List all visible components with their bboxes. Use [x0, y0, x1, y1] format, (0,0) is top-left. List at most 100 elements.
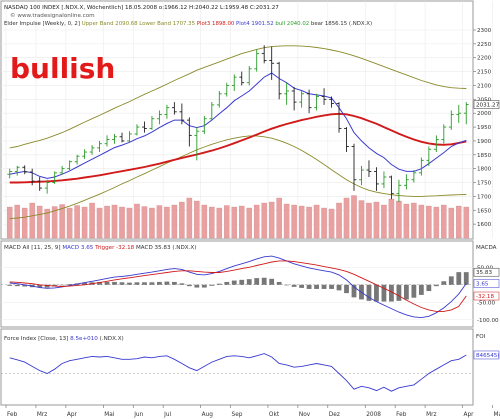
volume-bar — [426, 205, 432, 239]
macd-panel-title: MACD All [11, 25, 9] MACD 3.65 Trigger -… — [4, 245, 196, 251]
candle — [291, 86, 297, 111]
candle — [456, 104, 462, 123]
price-y-tick-label: 1800 — [477, 167, 492, 173]
x-axis: Feb Mrz Apr Mai Jun Jul Aug Sep Okt Nov Dez 2008 Feb… — [5, 405, 500, 418]
macd-histogram-bar — [336, 284, 342, 291]
macd-value-tag: 35.83 — [476, 270, 492, 276]
candle — [29, 168, 35, 186]
macd-histogram-bar — [97, 281, 102, 285]
candle — [418, 157, 424, 176]
macd-histogram-bar — [314, 284, 319, 289]
candle — [329, 96, 334, 108]
candle — [14, 165, 20, 176]
candle — [44, 179, 50, 194]
macd-histogram-bar — [433, 284, 439, 287]
candle — [22, 165, 28, 175]
price-y-tick-label: 1750 — [477, 181, 492, 187]
candle — [97, 140, 102, 153]
macd-histogram-bar — [441, 281, 447, 285]
candle — [246, 66, 252, 86]
price-y-tick-label: 1650 — [477, 208, 492, 214]
volume-bar — [388, 198, 395, 239]
volume-bar — [6, 206, 13, 239]
price-y-tick-label: 2250 — [477, 42, 492, 48]
macd-histogram-bar — [186, 284, 192, 287]
macd-histogram-bar — [418, 284, 424, 295]
macd-histogram-bar — [37, 284, 43, 288]
volume-bar — [366, 202, 372, 239]
volume-bar — [179, 201, 185, 239]
force-index-panel-label: FOI — [476, 334, 486, 340]
macd-histogram-bar — [306, 284, 312, 289]
candle — [389, 175, 394, 200]
volume-bar — [29, 202, 35, 239]
macd-histogram-bar — [321, 284, 327, 289]
subtitle-item: (.NDX.X) — [349, 21, 372, 27]
candle — [359, 165, 364, 186]
price-panel: 1600165017001750180018501900195020002050… — [0, 0, 500, 240]
x-tick-label: Sep — [232, 412, 243, 418]
force-index-panel: Force Index [Close, 13] 8.5e+010 (.NDX.X… — [0, 328, 500, 406]
x-tick-label: Apr — [464, 412, 475, 418]
macd-histogram-bar — [157, 281, 162, 285]
volume-bar — [209, 206, 215, 239]
macd-histogram-bar — [171, 281, 177, 285]
volume-bar — [373, 201, 380, 239]
macd-histogram-bar — [254, 278, 260, 285]
series-line-upper-band — [9, 45, 467, 149]
candle — [239, 71, 245, 86]
volume-bar — [134, 203, 140, 239]
candle — [37, 176, 43, 191]
volume-bar — [328, 208, 335, 239]
volume-bar — [403, 203, 410, 239]
price-y-tick-label: 1900 — [477, 139, 492, 145]
macd-histogram-bar — [7, 284, 13, 286]
volume-bar — [343, 197, 350, 239]
macd-title-item: MACD 3.65 — [62, 245, 95, 251]
volume-bar — [291, 204, 297, 239]
price-panel-title: NASDAQ 100 INDEX [.NDX.X, Wöchentlich] 1… — [4, 5, 279, 11]
candle — [82, 149, 87, 159]
candle — [426, 146, 432, 166]
volume-bar — [14, 204, 20, 239]
volume-bar — [283, 203, 290, 239]
candle — [59, 165, 65, 175]
macd-histogram-bar — [403, 284, 409, 300]
subtitle-item: Plot4 1901.52 — [236, 21, 275, 27]
candle — [194, 127, 200, 161]
macd-histogram-bar — [291, 284, 297, 287]
volume-bar — [231, 206, 238, 239]
macd-histogram-bar — [299, 284, 305, 288]
macd-histogram-bar — [351, 284, 357, 298]
candle — [314, 93, 319, 111]
candle — [276, 61, 282, 100]
candle — [52, 171, 58, 184]
candle — [448, 110, 454, 130]
macd-value-tag-box — [473, 267, 500, 277]
volume-bar — [104, 205, 110, 239]
volume-bar — [224, 205, 230, 239]
candle — [433, 135, 439, 153]
price-last-value-box — [473, 100, 500, 109]
candle — [344, 127, 349, 153]
candle — [403, 174, 409, 190]
volume-bar — [216, 207, 223, 239]
price-y-tick-label: 1850 — [477, 153, 492, 159]
volume-bar — [149, 207, 155, 239]
macd-histogram-bar — [344, 284, 349, 294]
macd-histogram-bar — [366, 284, 372, 301]
candle — [351, 143, 357, 191]
macd-histogram-bar — [67, 284, 73, 285]
macd-histogram-bar — [456, 272, 462, 285]
volume-bar — [313, 204, 320, 239]
macd-value-tag: 3.65 — [476, 281, 489, 287]
volume-bar — [126, 207, 133, 239]
macd-line-macd — [9, 255, 467, 319]
volume-bar — [261, 202, 267, 239]
macd-histogram-bar — [261, 277, 267, 285]
macd-histogram-bar — [209, 284, 215, 286]
macd-histogram-bar — [179, 283, 185, 285]
macd-histogram-bar — [396, 284, 402, 301]
macd-histogram-bar — [119, 282, 125, 285]
